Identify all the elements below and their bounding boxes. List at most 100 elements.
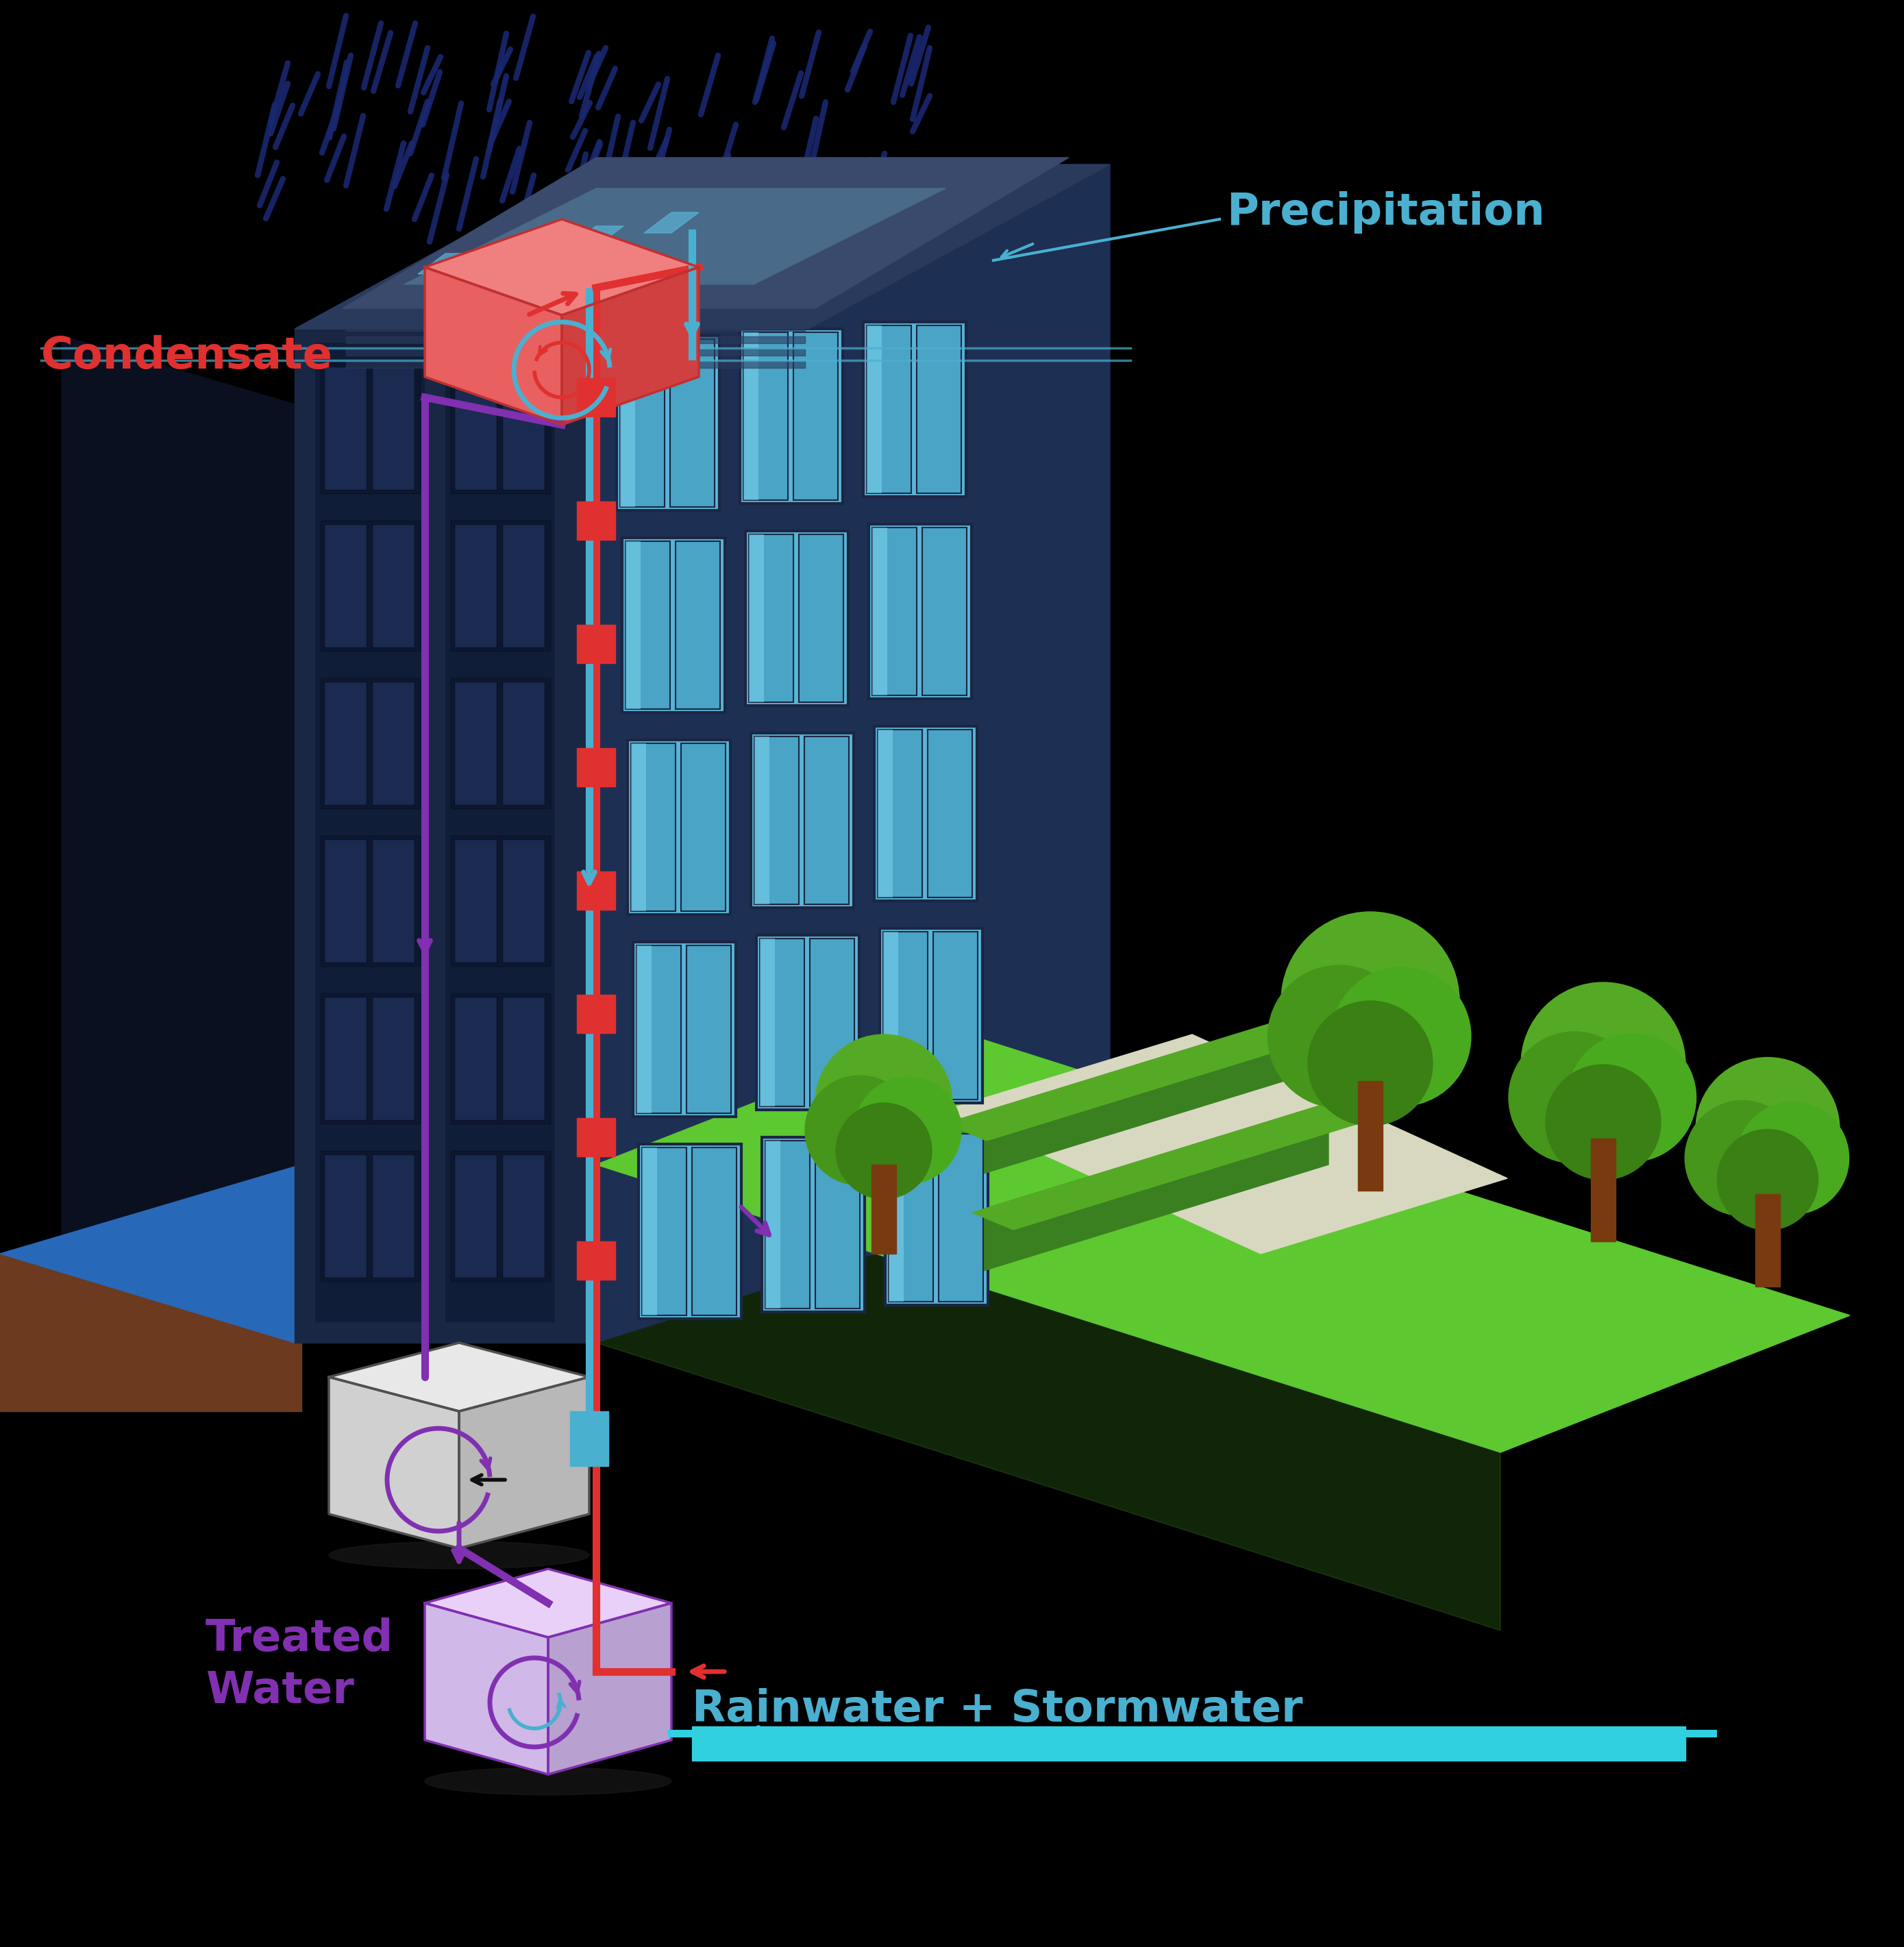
Bar [503, 524, 545, 648]
Bar [682, 744, 725, 911]
Bar [866, 325, 912, 493]
Polygon shape [295, 329, 596, 1343]
Bar [577, 625, 615, 664]
Bar [451, 362, 550, 493]
Bar [878, 730, 922, 898]
Bar [872, 528, 887, 695]
Bar [754, 736, 769, 903]
Circle shape [1308, 1001, 1432, 1125]
Polygon shape [347, 337, 805, 343]
Circle shape [1508, 1032, 1639, 1162]
Polygon shape [946, 1034, 1508, 1254]
Circle shape [815, 1034, 952, 1172]
Text: Precipitation: Precipitation [1226, 191, 1544, 234]
Bar [800, 533, 843, 703]
Circle shape [855, 1077, 962, 1184]
Bar [1755, 1194, 1780, 1287]
Bar [872, 1164, 897, 1254]
Bar [371, 839, 415, 962]
Bar [577, 502, 615, 539]
Text: Rainwater + Stormwater: Rainwater + Stormwater [691, 1688, 1302, 1731]
Polygon shape [0, 1164, 596, 1343]
Bar [889, 1133, 933, 1303]
Bar [691, 1147, 737, 1316]
Bar [691, 1727, 1685, 1760]
Polygon shape [425, 220, 699, 315]
Bar [320, 520, 421, 650]
Circle shape [1268, 966, 1411, 1108]
Bar [503, 997, 545, 1120]
Bar [371, 1155, 415, 1277]
Bar [451, 678, 550, 808]
Bar [320, 993, 421, 1123]
Bar [741, 329, 843, 504]
Bar [577, 1118, 615, 1157]
Bar [632, 942, 735, 1118]
Bar [621, 339, 636, 506]
Bar [617, 335, 720, 510]
Polygon shape [569, 226, 623, 247]
Ellipse shape [329, 1542, 588, 1569]
Bar [933, 933, 977, 1100]
Polygon shape [596, 164, 1110, 1343]
Polygon shape [329, 1377, 459, 1548]
Bar [815, 1141, 861, 1308]
Bar [320, 1151, 421, 1281]
Circle shape [1521, 983, 1685, 1147]
Bar [939, 1133, 982, 1303]
Bar [577, 1242, 615, 1279]
Bar [765, 1141, 809, 1308]
Bar [676, 541, 720, 709]
Bar [324, 839, 367, 962]
Polygon shape [548, 1602, 672, 1774]
Bar [320, 678, 421, 808]
Bar [878, 730, 893, 898]
Bar [630, 744, 676, 911]
Polygon shape [425, 1569, 672, 1637]
Polygon shape [61, 335, 295, 1349]
Polygon shape [343, 158, 1068, 308]
Polygon shape [562, 267, 699, 424]
Polygon shape [347, 312, 805, 319]
Bar [320, 835, 421, 966]
Bar [874, 726, 977, 901]
Circle shape [1567, 1034, 1696, 1162]
Bar [809, 938, 855, 1106]
Bar [503, 839, 545, 962]
Bar [371, 997, 415, 1120]
Polygon shape [459, 1377, 588, 1548]
Bar [760, 938, 775, 1106]
Bar [626, 541, 670, 709]
Bar [670, 339, 714, 506]
Bar [455, 1155, 497, 1277]
Bar [883, 933, 927, 1100]
Bar [621, 339, 664, 506]
Circle shape [1281, 911, 1458, 1090]
Bar [754, 736, 800, 903]
Polygon shape [596, 1028, 1851, 1452]
Bar [371, 524, 415, 648]
Circle shape [1736, 1102, 1849, 1215]
Circle shape [836, 1104, 931, 1199]
Polygon shape [946, 1014, 1342, 1141]
Polygon shape [644, 212, 699, 234]
Polygon shape [425, 1602, 548, 1774]
Bar [872, 528, 916, 695]
Polygon shape [973, 1104, 1329, 1273]
Bar [569, 1412, 609, 1466]
Bar [455, 366, 497, 491]
Bar [1592, 1139, 1616, 1242]
Bar [371, 681, 415, 804]
Bar [638, 1145, 741, 1318]
Bar [324, 997, 367, 1120]
Bar [863, 321, 965, 496]
Polygon shape [347, 360, 805, 368]
Circle shape [805, 1075, 914, 1186]
Bar [316, 343, 425, 1322]
Bar [803, 736, 849, 903]
Bar [577, 872, 615, 909]
Bar [642, 1147, 657, 1316]
Polygon shape [0, 1254, 301, 1412]
Polygon shape [946, 1014, 1302, 1186]
Bar [636, 946, 651, 1114]
